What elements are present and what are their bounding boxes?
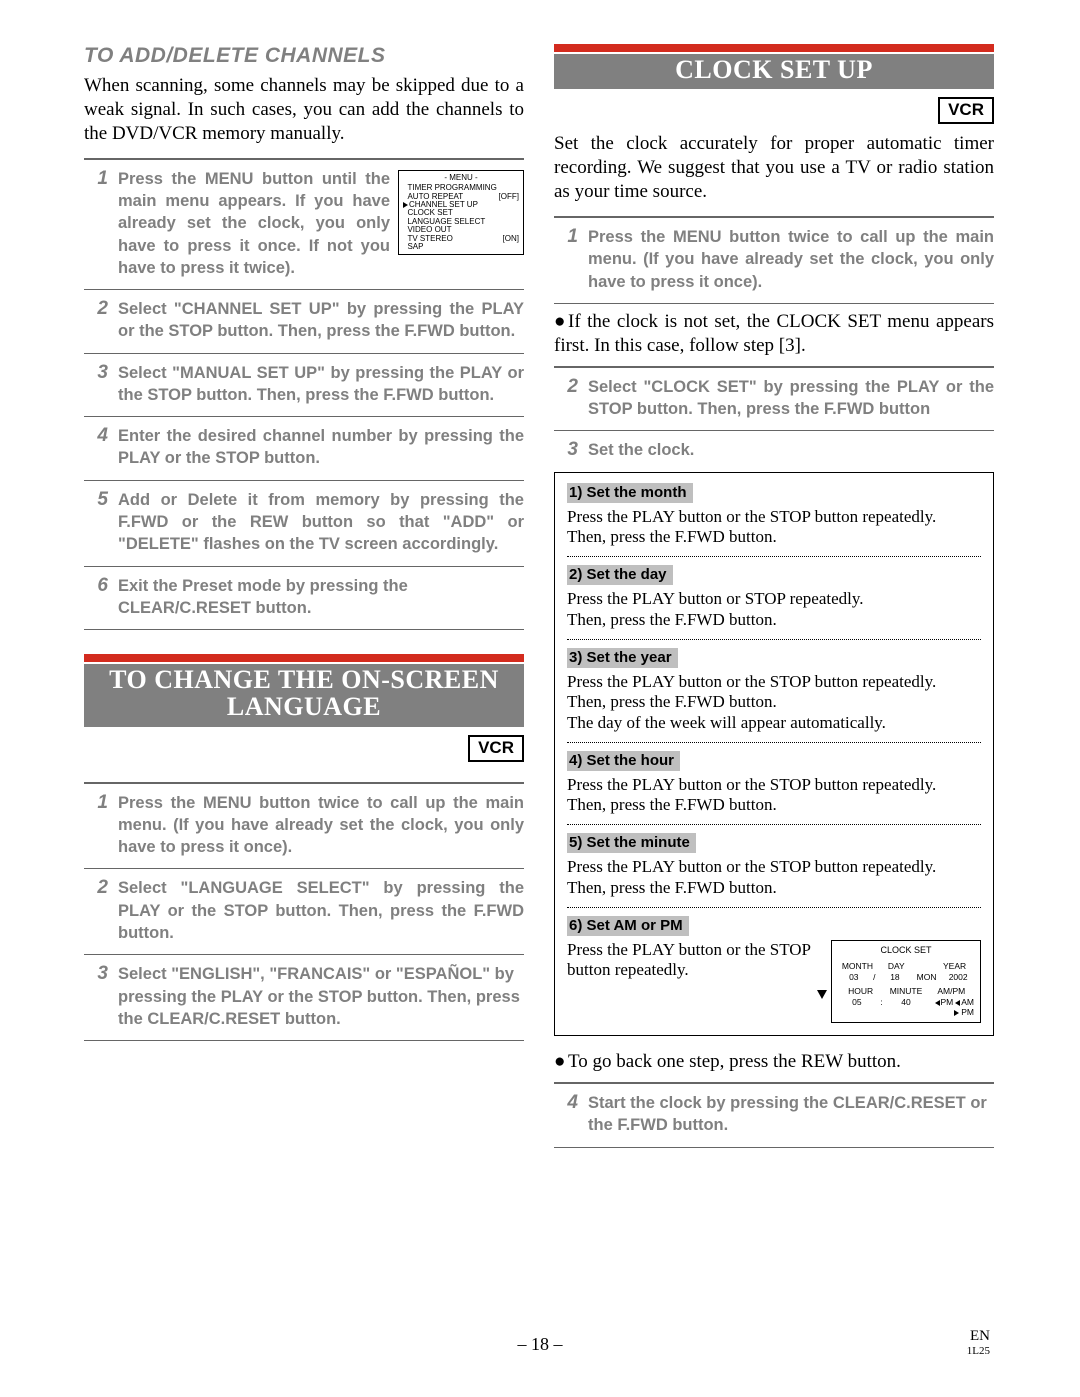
step-text: Select "MANUAL SET UP" by pressing the P…	[118, 362, 524, 407]
step-number: 1	[84, 168, 118, 279]
manual-page: TO ADD/DELETE CHANNELS When scanning, so…	[0, 0, 1080, 1397]
step-row: 3 Select "ENGLISH", "FRANCAIS" or "ESPAÑ…	[84, 954, 524, 1041]
clock-steps-2: 2 Select "CLOCK SET" by pressing the PLA…	[554, 366, 994, 466]
substep-body: Press the PLAY button or the STOP button…	[567, 940, 819, 981]
substep-body: Press the PLAY button or the STOP button…	[567, 672, 981, 734]
step-text: Exit the Preset mode by pressing the CLE…	[118, 575, 524, 620]
step-body: - MENU - TIMER PROGRAMMING AUTO REPEAT[O…	[118, 168, 524, 279]
step-row: 1 Press the MENU button twice to call up…	[554, 216, 994, 304]
substep: 6) Set AM or PM Press the PLAY button or…	[567, 916, 981, 1023]
step-number: 2	[84, 877, 118, 944]
step-number: 3	[84, 362, 118, 407]
substep-label: 3) Set the year	[567, 648, 678, 668]
step-text: Select "CHANNEL SET UP" by pressing the …	[118, 298, 524, 343]
step-number: 1	[84, 792, 118, 859]
step-text: Press the MENU button twice to call up t…	[118, 792, 524, 859]
down-arrow-icon	[817, 990, 827, 999]
step-row: 4 Enter the desired channel number by pr…	[84, 416, 524, 480]
step-text: Enter the desired channel number by pres…	[118, 425, 524, 470]
banner-red-bar	[84, 654, 524, 662]
step-text: Select "LANGUAGE SELECT" by pressing the…	[118, 877, 524, 944]
add-delete-intro: When scanning, some channels may be skip…	[84, 74, 524, 146]
footer-code: 1L25	[967, 1345, 990, 1357]
step-row: 4 Start the clock by pressing the CLEAR/…	[554, 1082, 994, 1148]
clock-steps-1: 1 Press the MENU button twice to call up…	[554, 216, 994, 304]
step-number: 6	[84, 575, 118, 620]
substep: 1) Set the month Press the PLAY button o…	[567, 483, 981, 557]
step-text: Add or Delete it from memory by pressing…	[118, 489, 524, 556]
footer-lang: EN	[967, 1328, 990, 1345]
step-text: Set the clock.	[588, 439, 994, 461]
clock-banner: CLOCK SET UP	[554, 54, 994, 89]
language-banner: TO CHANGE THE ON-SCREEN LANGUAGE	[84, 664, 524, 727]
page-number: – 18 –	[0, 1334, 1080, 1355]
language-banner-line2: LANGUAGE	[90, 693, 518, 720]
clock-diagram-title: CLOCK SET	[838, 945, 974, 956]
substep-body: Press the PLAY button or the STOP button…	[567, 857, 981, 898]
language-banner-line1: TO CHANGE THE ON-SCREEN	[90, 666, 518, 693]
substep-body: Press the PLAY button or the STOP button…	[567, 775, 981, 816]
menu-diagram-row: SAP	[403, 243, 519, 251]
step-text: Select "ENGLISH", "FRANCAIS" or "ESPAÑOL…	[118, 963, 524, 1030]
add-delete-steps: 1 - MENU - TIMER PROGRAMMING AUTO REPEAT…	[84, 158, 524, 630]
step-number: 2	[554, 376, 588, 421]
clock-intro: Set the clock accurately for proper auto…	[554, 132, 994, 204]
step-row: 2 Select "CLOCK SET" by pressing the PLA…	[554, 366, 994, 431]
step-number: 3	[84, 963, 118, 1030]
clock-banner-text: CLOCK SET UP	[560, 56, 988, 83]
clock-note: ●If the clock is not set, the CLOCK SET …	[554, 310, 994, 358]
step-row: 1 Press the MENU button twice to call up…	[84, 782, 524, 869]
substep: 2) Set the day Press the PLAY button or …	[567, 565, 981, 639]
step-row: 3 Set the clock.	[554, 430, 994, 465]
substep-label: 1) Set the month	[567, 483, 693, 503]
vcr-tag: VCR	[468, 735, 524, 762]
footer-right: EN 1L25	[967, 1328, 990, 1357]
substep-body: Press the PLAY button or STOP repeatedly…	[567, 589, 981, 630]
step-text: Press the MENU button twice to call up t…	[588, 226, 994, 293]
step-row: 1 - MENU - TIMER PROGRAMMING AUTO REPEAT…	[84, 158, 524, 289]
step-row: 2 Select "LANGUAGE SELECT" by pressing t…	[84, 868, 524, 954]
clock-set-diagram: CLOCK SET MONTH DAY YEAR 03 /	[831, 940, 981, 1023]
step-number: 1	[554, 226, 588, 293]
clock-substeps-box: 1) Set the month Press the PLAY button o…	[554, 472, 994, 1036]
step-number: 4	[554, 1092, 588, 1137]
clock-note-text: If the clock is not set, the CLOCK SET m…	[554, 311, 994, 356]
substep-body: Press the PLAY button or the STOP button…	[567, 507, 981, 548]
step-row: 3 Select "MANUAL SET UP" by pressing the…	[84, 353, 524, 417]
step-number: 5	[84, 489, 118, 556]
clock-post-note-text: To go back one step, press the REW butto…	[568, 1051, 901, 1072]
clock-diagram-row: HOUR MINUTE AM/PM	[838, 986, 974, 997]
substep-label: 2) Set the day	[567, 565, 673, 585]
menu-diagram: - MENU - TIMER PROGRAMMING AUTO REPEAT[O…	[398, 170, 524, 256]
two-column-layout: TO ADD/DELETE CHANNELS When scanning, so…	[84, 44, 1000, 1148]
add-delete-heading: TO ADD/DELETE CHANNELS	[84, 44, 524, 68]
substep: 4) Set the hour Press the PLAY button or…	[567, 751, 981, 825]
left-column: TO ADD/DELETE CHANNELS When scanning, so…	[84, 44, 524, 1148]
clock-post-note: ●To go back one step, press the REW butt…	[554, 1050, 994, 1074]
language-steps: 1 Press the MENU button twice to call up…	[84, 782, 524, 1041]
substep: 3) Set the year Press the PLAY button or…	[567, 648, 981, 743]
step-number: 4	[84, 425, 118, 470]
substep-label: 4) Set the hour	[567, 751, 680, 771]
banner-red-bar	[554, 44, 994, 52]
menu-diagram-title: - MENU -	[403, 174, 519, 182]
step-row: 5 Add or Delete it from memory by pressi…	[84, 480, 524, 566]
step-number: 3	[554, 439, 588, 461]
vcr-tag: VCR	[938, 97, 994, 124]
step-number: 2	[84, 298, 118, 343]
step-row: 6 Exit the Preset mode by pressing the C…	[84, 566, 524, 631]
clock-diagram-row: 03 / 18 MON 2002	[838, 972, 974, 983]
substep: 5) Set the minute Press the PLAY button …	[567, 833, 981, 907]
substep-label: 5) Set the minute	[567, 833, 696, 853]
step-text: Start the clock by pressing the CLEAR/C.…	[588, 1092, 994, 1137]
right-column: CLOCK SET UP VCR Set the clock accuratel…	[554, 44, 994, 1148]
substep-label: 6) Set AM or PM	[567, 916, 689, 936]
clock-steps-3: 4 Start the clock by pressing the CLEAR/…	[554, 1082, 994, 1148]
step-text: Select "CLOCK SET" by pressing the PLAY …	[588, 376, 994, 421]
step-row: 2 Select "CHANNEL SET UP" by pressing th…	[84, 289, 524, 353]
clock-diagram-row: 05 : 40 PMAM PM	[838, 997, 974, 1018]
clock-diagram-row: MONTH DAY YEAR	[838, 961, 974, 972]
